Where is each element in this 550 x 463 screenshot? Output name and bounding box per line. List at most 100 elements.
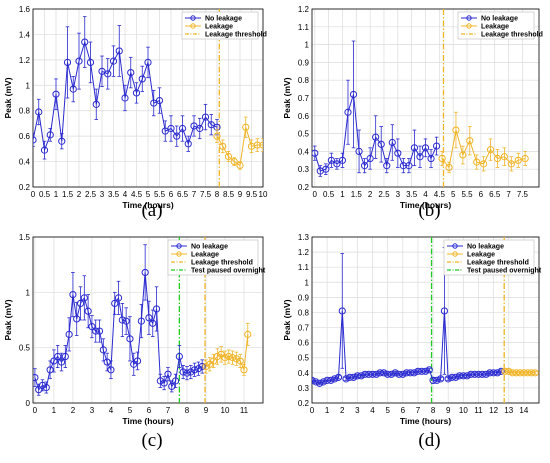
data-point-no-leakage: [95, 327, 104, 335]
x-tick-label: 9: [238, 190, 243, 199]
data-point-no-leakage: [388, 138, 396, 147]
data-point-no-leakage: [471, 370, 479, 378]
data-point-no-leakage: [334, 373, 343, 381]
x-tick-label: 11: [240, 406, 249, 415]
panel-label: (d): [418, 430, 440, 451]
data-point-no-leakage: [144, 58, 152, 67]
x-tick-label: 7.5: [200, 190, 212, 199]
y-tick-label: 1.6: [19, 5, 31, 14]
x-tick-label: 6: [401, 406, 406, 415]
data-point-no-leakage: [35, 386, 43, 394]
y-tick-label: 1: [305, 41, 310, 50]
legend-entry: Leakage threshold: [467, 260, 529, 267]
data-point-no-leakage: [190, 366, 199, 374]
y-tick-label: 1.4: [19, 30, 31, 39]
x-tick-label: 3: [355, 406, 360, 415]
data-point-no-leakage: [63, 58, 72, 67]
data-point-no-leakage: [399, 162, 407, 170]
y-tick-label: 0.8: [298, 308, 310, 317]
data-point-no-leakage: [141, 268, 149, 277]
data-point-no-leakage: [138, 75, 146, 83]
data-point-no-leakage: [384, 370, 392, 378]
x-tick-label: 4.5: [434, 190, 446, 199]
x-tick-label: 8: [431, 406, 436, 415]
y-tick-label: 0.7: [298, 324, 310, 333]
y-tick-label: 0.6: [298, 112, 310, 121]
data-point-no-leakage: [50, 357, 58, 365]
data-point-leakage: [501, 367, 509, 375]
x-tick-label: 5.5: [154, 190, 166, 199]
data-point-leakage: [500, 153, 508, 161]
data-point-no-leakage: [61, 352, 69, 361]
data-point-no-leakage: [76, 299, 85, 307]
x-tick-label: 1: [325, 406, 330, 415]
data-point-leakage: [445, 163, 453, 172]
y-tick-label: 0.8: [19, 107, 31, 116]
x-tick-label: 0: [310, 406, 315, 415]
x-axis-label: Time (hours): [400, 200, 451, 210]
x-tick-label: 2.5: [378, 190, 390, 199]
data-point-no-leakage: [167, 124, 175, 133]
data-point-no-leakage: [40, 146, 49, 154]
y-axis-label: Peak (mV): [3, 77, 13, 118]
data-point-no-leakage: [372, 133, 380, 141]
y-tick-label: 1.2: [298, 5, 310, 14]
data-point-no-leakage: [416, 153, 424, 161]
data-point-leakage: [516, 369, 524, 377]
x-tick-label: 6: [147, 406, 152, 415]
y-tick-label: 0.9: [298, 58, 310, 67]
data-point-no-leakage: [486, 369, 494, 377]
data-point-no-leakage: [376, 369, 384, 377]
plot-frame: [32, 8, 264, 188]
data-point-leakage: [493, 154, 502, 163]
x-tick-label: 10: [459, 406, 468, 415]
data-point-no-leakage: [467, 370, 475, 378]
data-point-no-leakage: [42, 383, 50, 392]
legend-marker: [176, 243, 182, 249]
chart-panel: 0 1 2 3 4 5 6 7 8 9 10 11 12 13 140.20.30.40.50.60.70.…: [282, 233, 542, 451]
x-tick-label: 4: [109, 406, 114, 415]
legend-entry: Leakage threshold: [481, 32, 543, 39]
data-point-no-leakage: [54, 352, 62, 361]
data-point-leakage: [219, 142, 227, 150]
data-point-leakage: [466, 137, 474, 145]
data-point-leakage: [527, 369, 536, 377]
data-point-no-leakage: [429, 376, 437, 384]
data-point-leakage: [508, 369, 517, 377]
x-tick-label: 5: [128, 406, 133, 415]
y-tick-label: 1.3: [298, 233, 310, 242]
data-point-no-leakage: [92, 100, 100, 108]
data-point-no-leakage: [109, 57, 118, 65]
legend-entry: Leakage: [191, 252, 219, 259]
data-point-no-leakage: [425, 366, 433, 374]
x-tick-label: 4: [370, 406, 375, 415]
y-tick-label: 0.2: [298, 399, 310, 408]
data-point-no-leakage: [184, 140, 192, 148]
x-tick-label: 7: [192, 190, 197, 199]
x-tick-label: 0: [33, 406, 38, 415]
data-point-no-leakage: [327, 156, 335, 164]
data-point-no-leakage: [86, 58, 95, 67]
data-point-no-leakage: [406, 369, 414, 377]
data-point-no-leakage: [418, 367, 426, 375]
panel-label: (c): [141, 430, 162, 451]
x-tick-label: 12: [489, 406, 498, 415]
data-point-no-leakage: [190, 122, 198, 130]
data-point-leakage: [531, 369, 539, 377]
y-tick-label: 1: [26, 81, 31, 90]
data-point-no-leakage: [353, 372, 361, 380]
y-tick-label: 1.2: [19, 56, 31, 65]
data-point-leakage: [221, 354, 229, 362]
x-tick-label: 4: [423, 190, 428, 199]
legend-entry: Leakage threshold: [191, 260, 253, 267]
data-point-leakage: [240, 366, 248, 374]
data-point-leakage: [224, 152, 233, 161]
data-point-no-leakage: [410, 144, 419, 152]
x-tick-label: 3.5: [108, 190, 120, 199]
data-point-leakage: [480, 160, 488, 168]
data-point-no-leakage: [65, 330, 73, 338]
data-point-leakage: [213, 132, 221, 140]
data-point-no-leakage: [344, 108, 352, 116]
x-tick-label: 7.5: [517, 190, 529, 199]
